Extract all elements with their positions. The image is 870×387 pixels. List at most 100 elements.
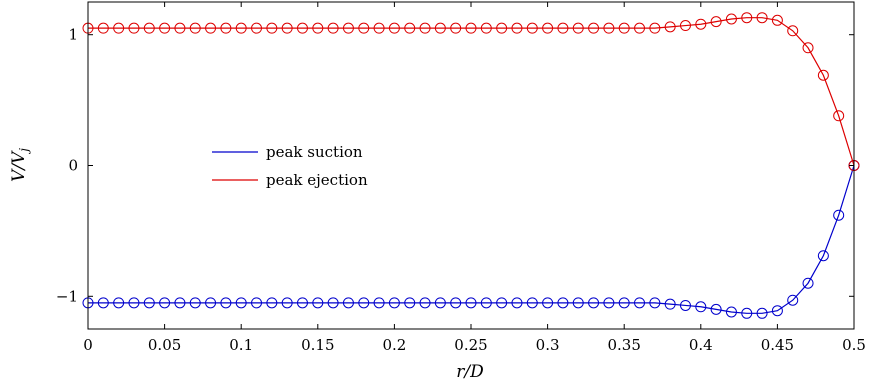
data-point-peak-suction: [833, 209, 845, 221]
data-point-peak-ejection: [97, 22, 109, 34]
data-point-peak-ejection: [679, 20, 691, 32]
data-point-peak-suction: [189, 297, 201, 309]
data-point-peak-suction: [771, 305, 783, 317]
x-tick-label: 0.1: [229, 336, 253, 354]
data-point-peak-ejection: [373, 22, 385, 34]
x-tick-label: 0.2: [382, 336, 406, 354]
data-point-peak-suction: [312, 297, 324, 309]
series-line-peak-ejection: [88, 17, 855, 166]
data-point-peak-ejection: [741, 12, 753, 24]
data-point-peak-suction: [511, 297, 523, 309]
data-point-peak-ejection: [771, 14, 783, 26]
data-point-peak-ejection: [128, 22, 140, 34]
data-point-peak-suction: [419, 297, 431, 309]
ticks-layer: 0 0.05 0.1 0.15 0.2 0.25 0.3 0.35 0.4 0.45 0.5 −1 0 1: [56, 2, 866, 354]
data-point-peak-suction: [281, 297, 293, 309]
data-point-peak-suction: [251, 297, 263, 309]
data-point-peak-suction: [802, 277, 814, 289]
data-point-peak-suction: [235, 297, 247, 309]
x-tick-label: 0.15: [301, 336, 334, 354]
data-point-peak-ejection: [710, 16, 722, 28]
data-point-peak-suction: [205, 297, 217, 309]
y-axis-label: V/Vj: [9, 148, 31, 182]
data-point-peak-suction: [342, 297, 354, 309]
data-point-peak-suction: [327, 297, 339, 309]
data-point-peak-suction: [266, 297, 278, 309]
data-point-peak-ejection: [296, 22, 308, 34]
data-point-peak-ejection: [434, 22, 446, 34]
data-point-peak-ejection: [251, 22, 263, 34]
data-point-peak-suction: [358, 297, 370, 309]
data-point-peak-ejection: [189, 22, 201, 34]
data-point-peak-suction: [664, 298, 676, 310]
data-point-peak-ejection: [725, 13, 737, 25]
data-point-peak-ejection: [802, 42, 814, 54]
data-point-peak-ejection: [664, 21, 676, 33]
x-tick-label: 0.05: [148, 336, 181, 354]
legend-label-peak-suction: peak suction: [266, 143, 363, 161]
data-point-peak-suction: [434, 297, 446, 309]
data-point-peak-ejection: [143, 22, 155, 34]
data-point-peak-suction: [695, 301, 707, 313]
data-point-peak-suction: [817, 250, 829, 262]
data-point-peak-suction: [143, 297, 155, 309]
data-point-peak-suction: [220, 297, 232, 309]
y-axis-label-subscript: j: [17, 148, 31, 155]
data-point-peak-ejection: [496, 22, 508, 34]
plot-frame: [87, 1, 855, 330]
data-point-peak-suction: [572, 297, 584, 309]
x-tick-label: 0.45: [761, 336, 794, 354]
data-point-peak-ejection: [603, 22, 615, 34]
data-point-peak-ejection: [450, 22, 462, 34]
data-point-peak-suction: [588, 297, 600, 309]
data-point-peak-ejection: [388, 22, 400, 34]
series-line-peak-suction: [88, 165, 855, 314]
data-point-peak-ejection: [419, 22, 431, 34]
legend-label-peak-ejection: peak ejection: [266, 171, 368, 189]
x-tick-label: 0.4: [689, 336, 713, 354]
data-point-peak-ejection: [174, 22, 186, 34]
data-point-peak-ejection: [465, 22, 477, 34]
y-tick-label: −1: [56, 287, 78, 305]
data-point-peak-suction: [496, 297, 508, 309]
data-point-peak-ejection: [312, 22, 324, 34]
data-point-peak-ejection: [342, 22, 354, 34]
data-point-peak-ejection: [817, 69, 829, 81]
data-point-peak-ejection: [266, 22, 278, 34]
data-point-peak-suction: [296, 297, 308, 309]
data-point-peak-ejection: [542, 22, 554, 34]
x-axis-label: r/D: [456, 362, 484, 382]
y-tick-label: 1: [68, 26, 78, 44]
data-point-peak-ejection: [358, 22, 370, 34]
data-point-peak-ejection: [588, 22, 600, 34]
data-point-peak-suction: [557, 297, 569, 309]
data-point-peak-suction: [787, 294, 799, 306]
data-point-peak-ejection: [113, 22, 125, 34]
data-point-peak-ejection: [480, 22, 492, 34]
data-point-peak-suction: [542, 297, 554, 309]
x-tick-label: 0.5: [842, 336, 866, 354]
y-tick-label: 0: [68, 157, 78, 175]
data-point-peak-suction: [480, 297, 492, 309]
series-layer: [82, 12, 860, 319]
data-point-peak-ejection: [649, 22, 661, 34]
data-point-peak-suction: [618, 297, 630, 309]
data-point-peak-ejection: [618, 22, 630, 34]
data-point-peak-ejection: [404, 22, 416, 34]
data-point-peak-ejection: [787, 25, 799, 37]
data-point-peak-ejection: [695, 18, 707, 30]
data-point-peak-ejection: [220, 22, 232, 34]
data-point-peak-ejection: [511, 22, 523, 34]
data-point-peak-suction: [679, 299, 691, 311]
data-point-peak-suction: [649, 297, 661, 309]
data-point-peak-suction: [603, 297, 615, 309]
data-point-peak-suction: [174, 297, 186, 309]
data-point-peak-ejection: [526, 22, 538, 34]
data-point-peak-suction: [465, 297, 477, 309]
data-point-peak-suction: [373, 297, 385, 309]
data-point-peak-suction: [710, 303, 722, 315]
data-point-peak-suction: [404, 297, 416, 309]
x-tick-label: 0: [83, 336, 93, 354]
data-point-peak-ejection: [634, 22, 646, 34]
data-point-peak-ejection: [557, 22, 569, 34]
